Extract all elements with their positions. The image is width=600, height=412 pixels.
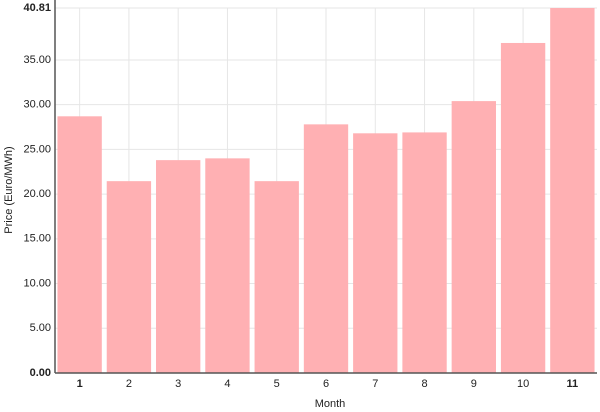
y-tick-label: 35.00	[23, 54, 51, 66]
bar	[353, 133, 398, 373]
bar	[303, 124, 349, 374]
bar	[500, 42, 546, 374]
y-tick-label: 20.00	[23, 188, 51, 200]
bar	[402, 132, 447, 373]
y-tick-label: 30.00	[23, 99, 51, 111]
y-tick-label: 10.00	[23, 277, 51, 289]
x-tick-label: 8	[421, 378, 427, 390]
x-tick-label: 6	[323, 378, 329, 390]
x-tick-label: 1	[77, 378, 83, 390]
bar	[156, 160, 201, 373]
x-tick-label: 5	[274, 378, 280, 390]
y-tick-label: 25.00	[23, 143, 51, 155]
x-tick-label: 2	[126, 378, 132, 390]
x-tick-label: 10	[517, 378, 529, 390]
y-tick-label: 15.00	[23, 233, 51, 245]
y-axis-title: Price (Euro/MWh)	[3, 146, 15, 233]
x-tick-label: 11	[567, 378, 579, 390]
bar	[451, 101, 496, 373]
x-axis-title: Month	[315, 398, 346, 410]
x-tick-label: 3	[175, 378, 181, 390]
bar	[205, 158, 250, 373]
y-tick-label: 5.00	[30, 322, 51, 334]
x-tick-label: 4	[224, 378, 230, 390]
x-tick-label: 9	[471, 378, 477, 390]
bar	[57, 116, 102, 374]
x-tick-label: 7	[372, 378, 378, 390]
bar	[550, 8, 595, 373]
bar	[106, 181, 152, 373]
bar	[254, 181, 299, 373]
y-tick-label: 0.00	[30, 367, 51, 379]
y-tick-label: 40.81	[23, 2, 51, 14]
